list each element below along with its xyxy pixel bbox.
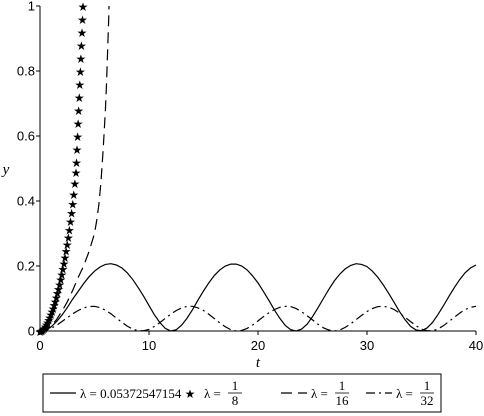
data-point: ★ — [49, 298, 60, 312]
data-point: ★ — [53, 282, 64, 296]
plot-area: ★★★★★★★★★★★★★★★★★★★★★★★★★★★★★★★★★★★★★★★★… — [35, 0, 477, 339]
data-point: ★ — [60, 251, 71, 265]
data-point: ★ — [44, 311, 55, 325]
data-point: ★ — [35, 325, 46, 339]
data-point: ★ — [74, 78, 85, 92]
data-point: ★ — [69, 177, 80, 191]
series-line — [39, 263, 477, 332]
y-tick-label: 1 — [28, 0, 35, 14]
y-axis-title: y — [1, 162, 10, 178]
data-point: ★ — [71, 156, 82, 170]
data-point: ★ — [62, 238, 73, 252]
series-line — [39, 305, 477, 332]
series — [39, 305, 477, 332]
series — [39, 5, 110, 332]
data-point: ★ — [77, 13, 88, 27]
legend-label-prefix: λ = — [311, 386, 328, 401]
data-point: ★ — [68, 188, 79, 202]
y-tick-label: 0.4 — [17, 194, 35, 209]
series: ★★★★★★★★★★★★★★★★★★★★★★★★★★★★★★★★★★★★★★★★… — [35, 0, 89, 339]
legend-label-prefix: λ = — [396, 386, 413, 401]
series-line — [39, 5, 110, 332]
x-tick-label: 0 — [36, 338, 43, 353]
x-tick-label: 40 — [469, 338, 483, 353]
data-point: ★ — [52, 287, 63, 301]
legend-fraction-denominator: 32 — [421, 393, 434, 408]
legend-entry: λ = 0.05372547154 — [50, 386, 182, 401]
legend-fraction-numerator: 1 — [424, 378, 431, 393]
data-point: ★ — [61, 244, 72, 258]
data-point: ★ — [71, 166, 82, 180]
data-point: ★ — [59, 257, 70, 271]
data-point: ★ — [63, 231, 74, 245]
data-point: ★ — [48, 302, 59, 316]
y-tick-label: 0 — [28, 324, 35, 339]
legend-label-prefix: λ = — [204, 386, 221, 401]
data-point: ★ — [75, 52, 86, 66]
data-point: ★ — [72, 130, 83, 144]
x-tick-label: 10 — [142, 338, 156, 353]
data-point: ★ — [41, 318, 52, 332]
legend-entry: λ = 132 — [366, 378, 434, 408]
data-point: ★ — [40, 320, 51, 334]
data-point: ★ — [43, 314, 54, 328]
legend-fraction-denominator: 8 — [232, 393, 239, 408]
legend-entry: λ = 116 — [281, 378, 349, 408]
data-point: ★ — [67, 198, 78, 212]
y-tick-label: 0.8 — [17, 64, 35, 79]
data-point: ★ — [77, 26, 88, 40]
data-point: ★ — [76, 39, 87, 53]
data-point: ★ — [72, 143, 83, 157]
data-point: ★ — [46, 308, 57, 322]
legend-fraction-numerator: 1 — [232, 378, 239, 393]
legend-star-marker: ★ — [185, 387, 196, 401]
data-point: ★ — [56, 268, 67, 282]
x-ticks: 0 10 20 30 40 — [36, 331, 483, 353]
x-tick-label: 20 — [251, 338, 265, 353]
data-point: ★ — [58, 263, 69, 277]
data-point: ★ — [74, 91, 85, 105]
y-tick-label: 0.6 — [17, 129, 35, 144]
data-point: ★ — [66, 207, 77, 221]
legend-box — [42, 373, 442, 413]
data-point: ★ — [78, 0, 89, 14]
data-point: ★ — [54, 278, 65, 292]
data-point: ★ — [42, 316, 53, 330]
legend-label: λ = 0.05372547154 — [80, 386, 182, 401]
data-point: ★ — [36, 325, 47, 339]
y-tick-label: 0.2 — [17, 259, 35, 274]
legend-entry: ★ λ = 18 — [185, 378, 242, 408]
data-point: ★ — [51, 291, 62, 305]
data-point: ★ — [55, 273, 66, 287]
data-point: ★ — [73, 104, 84, 118]
data-point: ★ — [73, 117, 84, 131]
data-point: ★ — [64, 223, 75, 237]
series — [39, 263, 477, 332]
legend-fraction-numerator: 1 — [339, 378, 346, 393]
data-point: ★ — [75, 65, 86, 79]
data-point: ★ — [50, 295, 61, 309]
legend: λ = 0.05372547154 ★ λ =18 λ =116 λ =132 — [42, 373, 442, 413]
x-tick-label: 30 — [360, 338, 374, 353]
x-axis-title: t — [256, 355, 261, 371]
y-ticks: 0 0.2 0.4 0.6 0.8 1 — [17, 0, 40, 339]
data-point: ★ — [65, 215, 76, 229]
legend-fraction-denominator: 16 — [336, 393, 350, 408]
data-point: ★ — [47, 305, 58, 319]
data-point: ★ — [39, 322, 50, 336]
